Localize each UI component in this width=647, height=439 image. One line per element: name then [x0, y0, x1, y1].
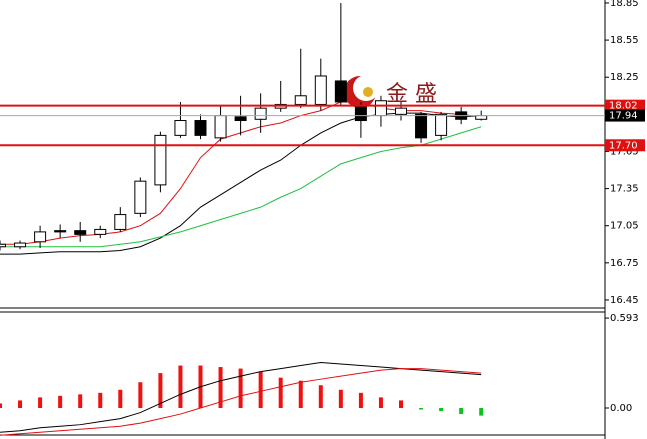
y-tick-label: 17.35 [610, 184, 639, 195]
candle-body [0, 243, 6, 248]
histogram-bar [238, 368, 243, 409]
candle-body [214, 115, 227, 139]
candle-body [334, 80, 347, 103]
histogram-bar [459, 408, 464, 415]
histogram-bar [78, 394, 83, 409]
histogram-bar [298, 380, 303, 409]
y-tick-label: 16.75 [610, 258, 639, 269]
histogram-bar [318, 385, 323, 409]
y-tick-label: 18.25 [610, 72, 639, 83]
y-tick-label: 18.55 [610, 35, 639, 46]
histogram-bar [158, 373, 163, 409]
price-box [605, 139, 645, 152]
candle-body [435, 113, 448, 136]
candle-body [34, 231, 47, 243]
histogram-bar [358, 392, 363, 409]
price-label: 17.70 [609, 140, 638, 151]
candle-body [94, 228, 107, 235]
histogram-bar [439, 408, 444, 412]
candle-body [14, 242, 27, 248]
candle-body [234, 116, 247, 122]
candle-body [374, 100, 387, 117]
candle-body [134, 180, 147, 214]
line-series [0, 368, 482, 436]
histogram-bar [98, 392, 103, 409]
candle-body [354, 105, 367, 122]
logo [363, 87, 373, 97]
candle-body [114, 214, 127, 230]
line-series [0, 126, 482, 248]
histogram-bar [178, 365, 183, 409]
watermark: 金 盛 [344, 75, 437, 108]
y-tick-label: 17.65 [610, 146, 639, 157]
candle-body [395, 107, 407, 115]
histogram-bar [338, 389, 343, 409]
price-label: 17.94 [609, 111, 638, 122]
histogram-bar [218, 367, 223, 409]
histogram-bar [479, 408, 484, 416]
candle-body [254, 107, 267, 120]
candle-body [174, 120, 187, 136]
price-box [605, 109, 645, 122]
candle-body [475, 115, 488, 120]
y-tick-label: 17.05 [610, 221, 639, 232]
candle-body [74, 230, 87, 235]
histogram-bar [118, 389, 123, 409]
histogram-bar [258, 371, 263, 409]
candle-body [154, 134, 167, 186]
histogram-bar [0, 403, 2, 409]
histogram-bar [38, 397, 43, 409]
candle-body [54, 230, 67, 233]
histogram-bar [378, 397, 383, 409]
histogram-bar [419, 408, 424, 410]
y-tick-label: 0.593 [610, 313, 639, 324]
y-tick-label: 16.45 [610, 295, 639, 306]
candle-body [194, 120, 207, 136]
candle-body [415, 113, 428, 139]
histogram-bar [138, 382, 143, 409]
y-tick-label: 18.85 [610, 0, 639, 9]
y-tick-label: 0.00 [610, 403, 632, 414]
watermark-text: 金 盛 [386, 82, 437, 107]
histogram-bar [58, 395, 63, 409]
price-box [605, 99, 645, 112]
candle-body [294, 95, 307, 105]
histogram-bar [278, 377, 283, 409]
candle-body [314, 75, 327, 105]
histogram-bar [18, 400, 23, 409]
histogram-bar [399, 400, 403, 409]
price-label: 18.02 [609, 101, 638, 112]
